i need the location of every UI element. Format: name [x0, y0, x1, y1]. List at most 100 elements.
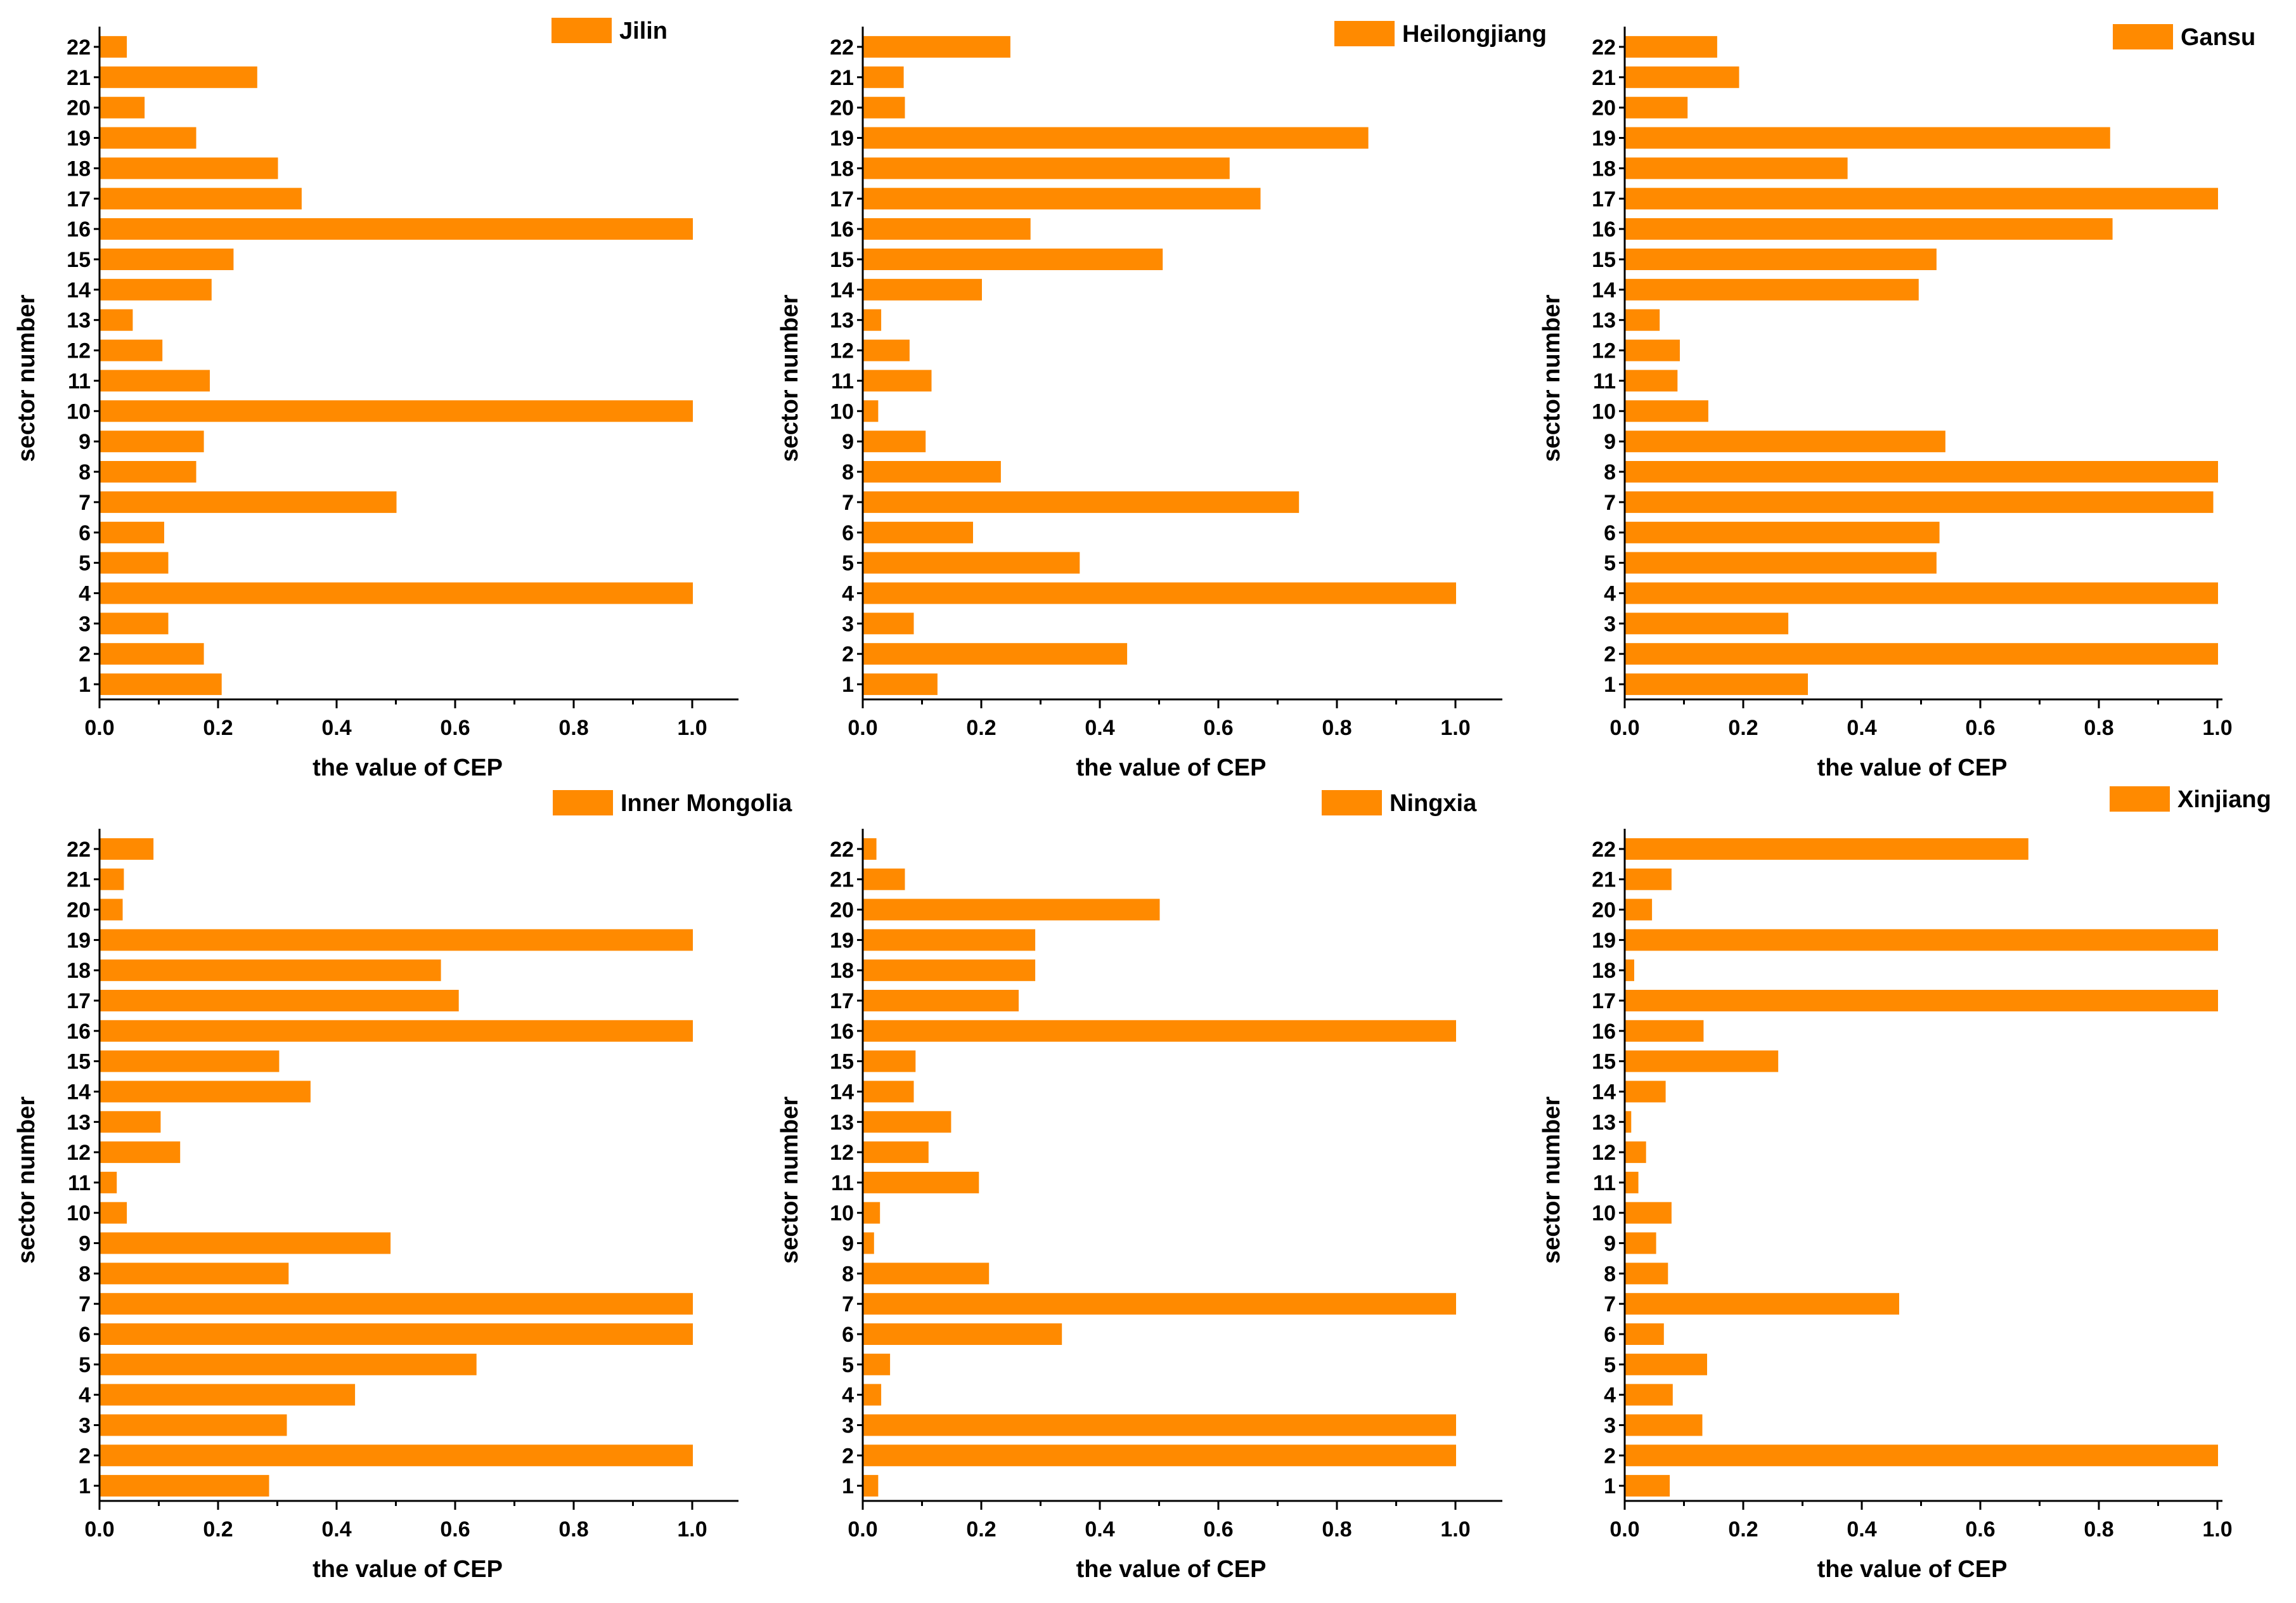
ningxia-y-tick-label-12: 12	[830, 1141, 854, 1165]
ningxia-legend-swatch	[1322, 790, 1382, 815]
jilin-bar-11	[100, 370, 210, 392]
gansu-y-tick-label-22: 22	[1592, 36, 1616, 60]
heilongjiang-bar-9	[863, 431, 926, 453]
heilongjiang-bar-19	[863, 127, 1369, 149]
heilongjiang-y-tick-label-21: 21	[830, 66, 854, 90]
gansu-x-tick-label-0: 0.0	[1609, 716, 1639, 740]
inner-mongolia-bar-22	[100, 838, 154, 860]
jilin-y-tick-label-6: 6	[79, 521, 91, 545]
jilin-bar-18	[100, 157, 278, 179]
inner-mongolia-y-tick-label-4: 4	[79, 1384, 91, 1408]
inner-mongolia-y-tick-label-14: 14	[67, 1081, 91, 1105]
jilin-y-tick-label-21: 21	[67, 66, 91, 90]
jilin-y-axis-title: sector number	[13, 294, 40, 462]
gansu-y-tick-label-16: 16	[1592, 217, 1616, 242]
gansu-x-tick-label-5: 1.0	[2202, 716, 2232, 740]
inner-mongolia-legend-label: Inner Mongolia	[621, 790, 792, 817]
gansu-bar-11	[1625, 370, 1678, 392]
jilin-y-tick-label-4: 4	[79, 582, 91, 606]
inner-mongolia-y-tick-label-10: 10	[67, 1202, 91, 1226]
inner-mongolia-bar-10	[100, 1202, 127, 1224]
jilin-y-tick-label-11: 11	[68, 369, 91, 393]
gansu-bar-14	[1625, 278, 1919, 301]
inner-mongolia-bar-1	[100, 1475, 269, 1497]
inner-mongolia-y-tick-label-21: 21	[67, 868, 91, 892]
xinjiang-bar-8	[1625, 1262, 1668, 1285]
heilongjiang-y-tick-label-16: 16	[830, 217, 854, 242]
gansu-x-axis-title: the value of CEP	[1817, 755, 2008, 781]
xinjiang-bar-21	[1625, 868, 1672, 890]
jilin-bar-14	[100, 278, 212, 301]
xinjiang-bar-22	[1625, 838, 2028, 860]
ningxia-bar-3	[863, 1414, 1456, 1436]
heilongjiang-x-tick-label-4: 0.8	[1322, 716, 1351, 740]
jilin-y-tick-label-13: 13	[67, 309, 91, 333]
xinjiang-bar-15	[1625, 1050, 1779, 1072]
heilongjiang-legend-swatch	[1334, 21, 1395, 46]
inner-mongolia-bar-5	[100, 1353, 477, 1375]
ningxia-bar-6	[863, 1323, 1062, 1345]
inner-mongolia-bar-8	[100, 1262, 289, 1285]
gansu-y-tick-label-6: 6	[1604, 521, 1616, 545]
gansu-y-tick-label-18: 18	[1592, 157, 1616, 181]
inner-mongolia-bar-20	[100, 899, 123, 921]
xinjiang-x-tick-label-2: 0.4	[1847, 1517, 1876, 1541]
xinjiang-bar-1	[1625, 1475, 1670, 1497]
xinjiang-bar-2	[1625, 1444, 2218, 1467]
xinjiang-x-axis-title: the value of CEP	[1817, 1556, 2008, 1583]
gansu-y-tick-label-19: 19	[1592, 127, 1616, 151]
jilin-y-tick-label-16: 16	[67, 217, 91, 242]
heilongjiang-bar-14	[863, 278, 982, 301]
gansu-y-tick-label-14: 14	[1592, 278, 1616, 302]
heilongjiang-y-tick-label-22: 22	[830, 36, 854, 60]
ningxia-bar-7	[863, 1293, 1456, 1315]
ningxia-bar-2	[863, 1444, 1456, 1467]
xinjiang-bar-12	[1625, 1141, 1646, 1164]
jilin-y-tick-label-18: 18	[67, 157, 91, 181]
inner-mongolia-x-tick-label-2: 0.4	[321, 1517, 351, 1541]
xinjiang-y-tick-label-7: 7	[1604, 1292, 1616, 1316]
ningxia-bar-19	[863, 929, 1036, 951]
gansu-y-tick-label-10: 10	[1592, 399, 1616, 424]
xinjiang-bar-9	[1625, 1232, 1656, 1254]
heilongjiang-y-tick-label-9: 9	[842, 430, 854, 454]
heilongjiang-bar-21	[863, 66, 904, 88]
xinjiang-y-tick-label-8: 8	[1604, 1262, 1616, 1286]
heilongjiang-bar-11	[863, 370, 932, 392]
ningxia-x-tick-label-5: 1.0	[1440, 1517, 1470, 1541]
gansu-y-tick-label-3: 3	[1604, 612, 1616, 636]
xinjiang-y-tick-label-6: 6	[1604, 1323, 1616, 1347]
heilongjiang-bar-12	[863, 339, 910, 361]
ningxia-y-tick-label-19: 19	[830, 928, 854, 952]
xinjiang-y-tick-label-22: 22	[1592, 838, 1616, 862]
jilin-bar-10	[100, 400, 693, 422]
ningxia-bar-5	[863, 1353, 891, 1375]
xinjiang-y-tick-label-12: 12	[1592, 1141, 1616, 1165]
jilin-bar-3	[100, 613, 169, 635]
ningxia-y-tick-label-17: 17	[830, 989, 854, 1013]
inner-mongolia-legend-swatch	[553, 790, 613, 815]
inner-mongolia-y-tick-label-5: 5	[79, 1353, 91, 1377]
jilin-bar-1	[100, 673, 222, 696]
ningxia-bar-20	[863, 899, 1160, 921]
heilongjiang-bar-4	[863, 582, 1456, 604]
xinjiang-y-tick-label-17: 17	[1592, 989, 1616, 1013]
ningxia-y-axis-title: sector number	[777, 1096, 803, 1264]
ningxia-y-tick-label-20: 20	[830, 899, 854, 923]
gansu-y-tick-label-15: 15	[1592, 248, 1616, 272]
jilin-y-tick-label-8: 8	[79, 460, 91, 484]
ningxia-y-tick-label-13: 13	[830, 1110, 854, 1134]
jilin-y-tick-label-3: 3	[79, 612, 91, 636]
heilongjiang-y-tick-label-20: 20	[830, 96, 854, 120]
ningxia-y-tick-label-9: 9	[842, 1232, 854, 1256]
jilin-x-axis-title: the value of CEP	[313, 755, 503, 781]
jilin-y-tick-label-17: 17	[67, 187, 91, 211]
jilin-legend-swatch	[551, 18, 612, 43]
heilongjiang-bar-22	[863, 36, 1010, 58]
jilin-x-tick-label-2: 0.4	[321, 716, 351, 740]
inner-mongolia-bar-2	[100, 1444, 693, 1467]
heilongjiang-bar-1	[863, 673, 938, 696]
gansu-bar-20	[1625, 96, 1688, 119]
inner-mongolia-bar-7	[100, 1293, 693, 1315]
gansu-bar-19	[1625, 127, 2110, 149]
